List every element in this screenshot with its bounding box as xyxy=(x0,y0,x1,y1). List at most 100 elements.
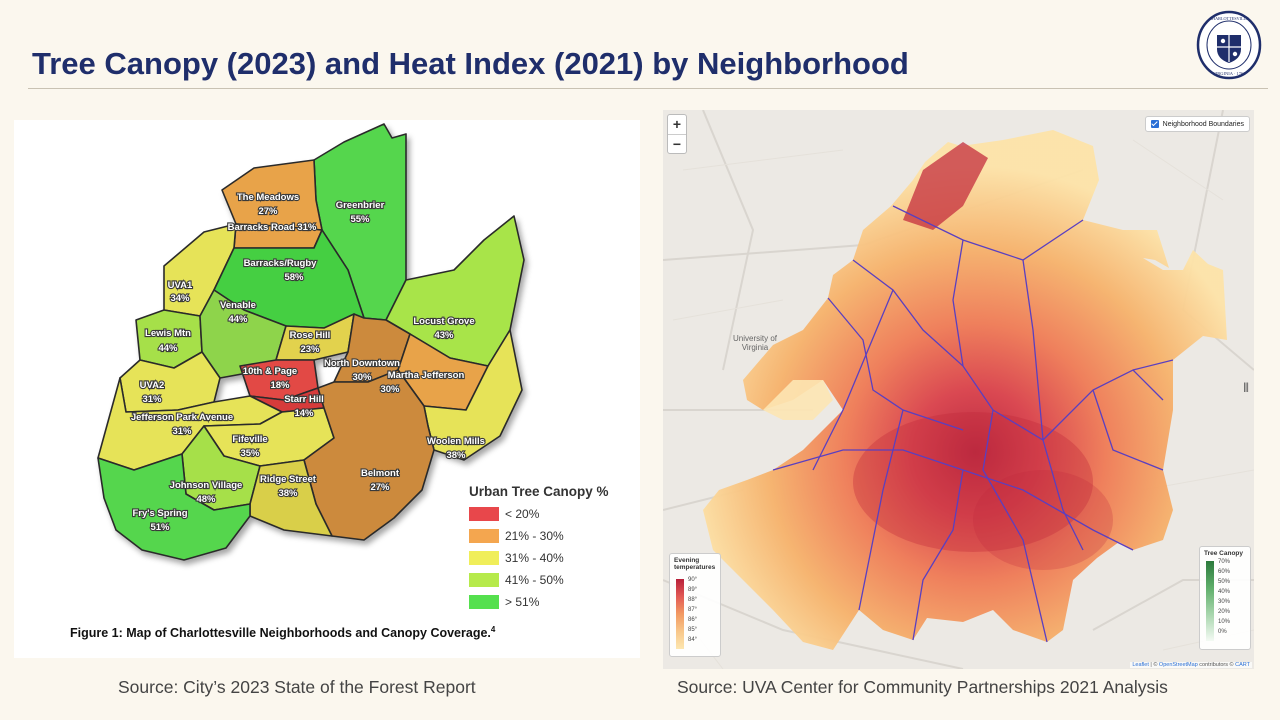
canopy-tick: 50% xyxy=(1218,579,1231,585)
label-locust-grove: Locust Grove xyxy=(413,316,474,327)
canopy-tick: 0% xyxy=(1218,629,1227,635)
zoom-out-button[interactable]: − xyxy=(668,134,686,153)
tree-canopy-legend: Tree Canopy 70% 60% 50% 40% 30% 20% 10% … xyxy=(1199,546,1251,650)
label-jpa: Jefferson Park Avenue xyxy=(131,412,233,423)
value-uva1: 34% xyxy=(170,293,190,304)
canopy-map-panel: The Meadows 27% Greenbrier 55% Barracks … xyxy=(14,120,640,658)
legend-label: < 20% xyxy=(505,507,540,521)
neighborhood-boundaries-checkbox[interactable] xyxy=(1150,120,1159,128)
evening-legend-title-1: Evening xyxy=(674,557,700,564)
heat-map-panel[interactable]: + − Neighborhood Boundaries University o… xyxy=(663,110,1254,669)
canopy-legend-item: > 51% xyxy=(469,595,539,609)
canopy-map-source: Source: City’s 2023 State of the Forest … xyxy=(118,677,476,697)
evening-tick: 88° xyxy=(688,597,698,603)
label-the-meadows: The Meadows xyxy=(237,192,299,203)
label-greenbrier: Greenbrier xyxy=(336,200,385,211)
value-10th-page: 18% xyxy=(270,380,290,391)
label-starr-hill: Starr Hill xyxy=(284,394,324,405)
value-starr-hill: 14% xyxy=(294,408,314,419)
label-barracks-rugby: Barracks/Rugby xyxy=(244,258,318,269)
label-lewis-mtn: Lewis Mtn xyxy=(145,328,191,339)
canopy-map: The Meadows 27% Greenbrier 55% Barracks … xyxy=(97,123,525,561)
heat-map-source: Source: UVA Center for Community Partner… xyxy=(677,677,1168,697)
legend-label: > 51% xyxy=(505,595,540,609)
region-frys-spring xyxy=(97,453,251,561)
value-fifeville: 35% xyxy=(240,448,260,459)
carto-link[interactable]: CART xyxy=(1235,662,1250,668)
canopy-tick: 60% xyxy=(1218,569,1231,575)
evening-tick: 87° xyxy=(688,607,698,613)
label-martha-jefferson: Martha Jefferson xyxy=(388,370,465,381)
label-uva2: UVA2 xyxy=(140,380,165,391)
slide-title: Tree Canopy (2023) and Heat Index (2021)… xyxy=(32,46,909,81)
value-ridge-street: 38% xyxy=(278,488,298,499)
legend-swatch xyxy=(469,507,499,521)
legend-label: 31% - 40% xyxy=(505,551,564,565)
label-woolen-mills: Woolen Mills xyxy=(427,436,485,447)
label-johnson-village: Johnson Village xyxy=(170,480,243,491)
zoom-control[interactable]: + − xyxy=(667,114,687,154)
value-rose-hill: 23% xyxy=(300,344,320,355)
figure-caption: Figure 1: Map of Charlottesville Neighbo… xyxy=(70,625,496,641)
value-martha-jefferson: 30% xyxy=(380,384,400,395)
canopy-legend-item: 21% - 30% xyxy=(469,529,564,543)
leaflet-link[interactable]: Leaflet xyxy=(1132,662,1149,668)
legend-swatch xyxy=(469,573,499,587)
value-greenbrier: 55% xyxy=(350,214,370,225)
canopy-tick: 40% xyxy=(1218,589,1231,595)
evening-tick: 90° xyxy=(688,577,698,583)
svg-text:CHARLOTTESVILLE: CHARLOTTESVILLE xyxy=(1209,16,1249,21)
label-north-downtown: North Downtown xyxy=(324,358,400,369)
label-venable: Venable xyxy=(220,300,256,311)
neighborhood-boundaries xyxy=(772,205,1174,643)
legend-label: 41% - 50% xyxy=(505,573,564,587)
evening-color-ramp xyxy=(676,579,684,649)
legend-label: 21% - 30% xyxy=(505,529,564,543)
canopy-tick: 20% xyxy=(1218,609,1231,615)
legend-swatch xyxy=(469,551,499,565)
panel-resize-handle[interactable]: ||| xyxy=(1243,382,1249,393)
legend-swatch xyxy=(469,595,499,609)
tree-canopy-color-ramp xyxy=(1206,561,1214,641)
value-the-meadows: 27% xyxy=(258,206,278,217)
value-venable: 44% xyxy=(228,314,248,325)
value-johnson-village: 48% xyxy=(196,494,216,505)
canopy-legend-item: 31% - 40% xyxy=(469,551,564,565)
city-heat-area xyxy=(703,130,1227,650)
zoom-in-button[interactable]: + xyxy=(672,116,682,132)
label-ridge-street: Ridge Street xyxy=(260,474,317,485)
osm-link[interactable]: OpenStreetMap xyxy=(1158,662,1198,668)
value-barracks-rugby: 58% xyxy=(284,272,304,283)
value-jpa: 31% xyxy=(172,426,192,437)
city-seal-logo: CHARLOTTESVILLE VIRGINIA · 1762 xyxy=(1196,10,1262,80)
value-lewis-mtn: 44% xyxy=(158,343,178,354)
evening-tick: 85° xyxy=(688,627,698,633)
evening-legend-title-2: temperatures xyxy=(674,564,716,571)
canopy-tick: 30% xyxy=(1218,599,1231,605)
value-uva2: 31% xyxy=(142,394,162,405)
label-belmont: Belmont xyxy=(361,468,400,479)
map-attribution: Leaflet | © OpenStreetMap contributors ©… xyxy=(1130,662,1252,668)
heat-map[interactable] xyxy=(663,110,1254,669)
value-locust-grove: 43% xyxy=(434,330,454,341)
tree-canopy-legend-title: Tree Canopy xyxy=(1204,550,1244,557)
canopy-legend-item: < 20% xyxy=(469,507,539,521)
evening-tick: 89° xyxy=(688,587,698,593)
value-north-downtown: 30% xyxy=(352,372,372,383)
value-belmont: 27% xyxy=(370,482,390,493)
canopy-legend-item: 41% - 50% xyxy=(469,573,564,587)
canopy-tick: 70% xyxy=(1218,559,1231,565)
label-uva1: UVA1 xyxy=(168,280,193,291)
layer-toggle-control[interactable]: Neighborhood Boundaries xyxy=(1144,116,1250,132)
evening-temperature-legend: Evening temperatures 90° 89° 88° 87° 86°… xyxy=(669,553,721,657)
label-frys-spring: Fry's Spring xyxy=(132,508,187,519)
label-fifeville: Fifeville xyxy=(232,434,267,445)
evening-tick: 84° xyxy=(688,637,698,643)
canopy-tick: 10% xyxy=(1218,619,1231,625)
label-barracks-road: Barracks Road 31% xyxy=(228,222,317,233)
value-woolen-mills: 38% xyxy=(446,450,466,461)
svg-text:VIRGINIA · 1762: VIRGINIA · 1762 xyxy=(1213,71,1246,76)
title-divider xyxy=(28,88,1268,89)
layer-toggle-label: Neighborhood Boundaries xyxy=(1162,120,1244,128)
label-10th-page: 10th & Page xyxy=(243,366,297,377)
